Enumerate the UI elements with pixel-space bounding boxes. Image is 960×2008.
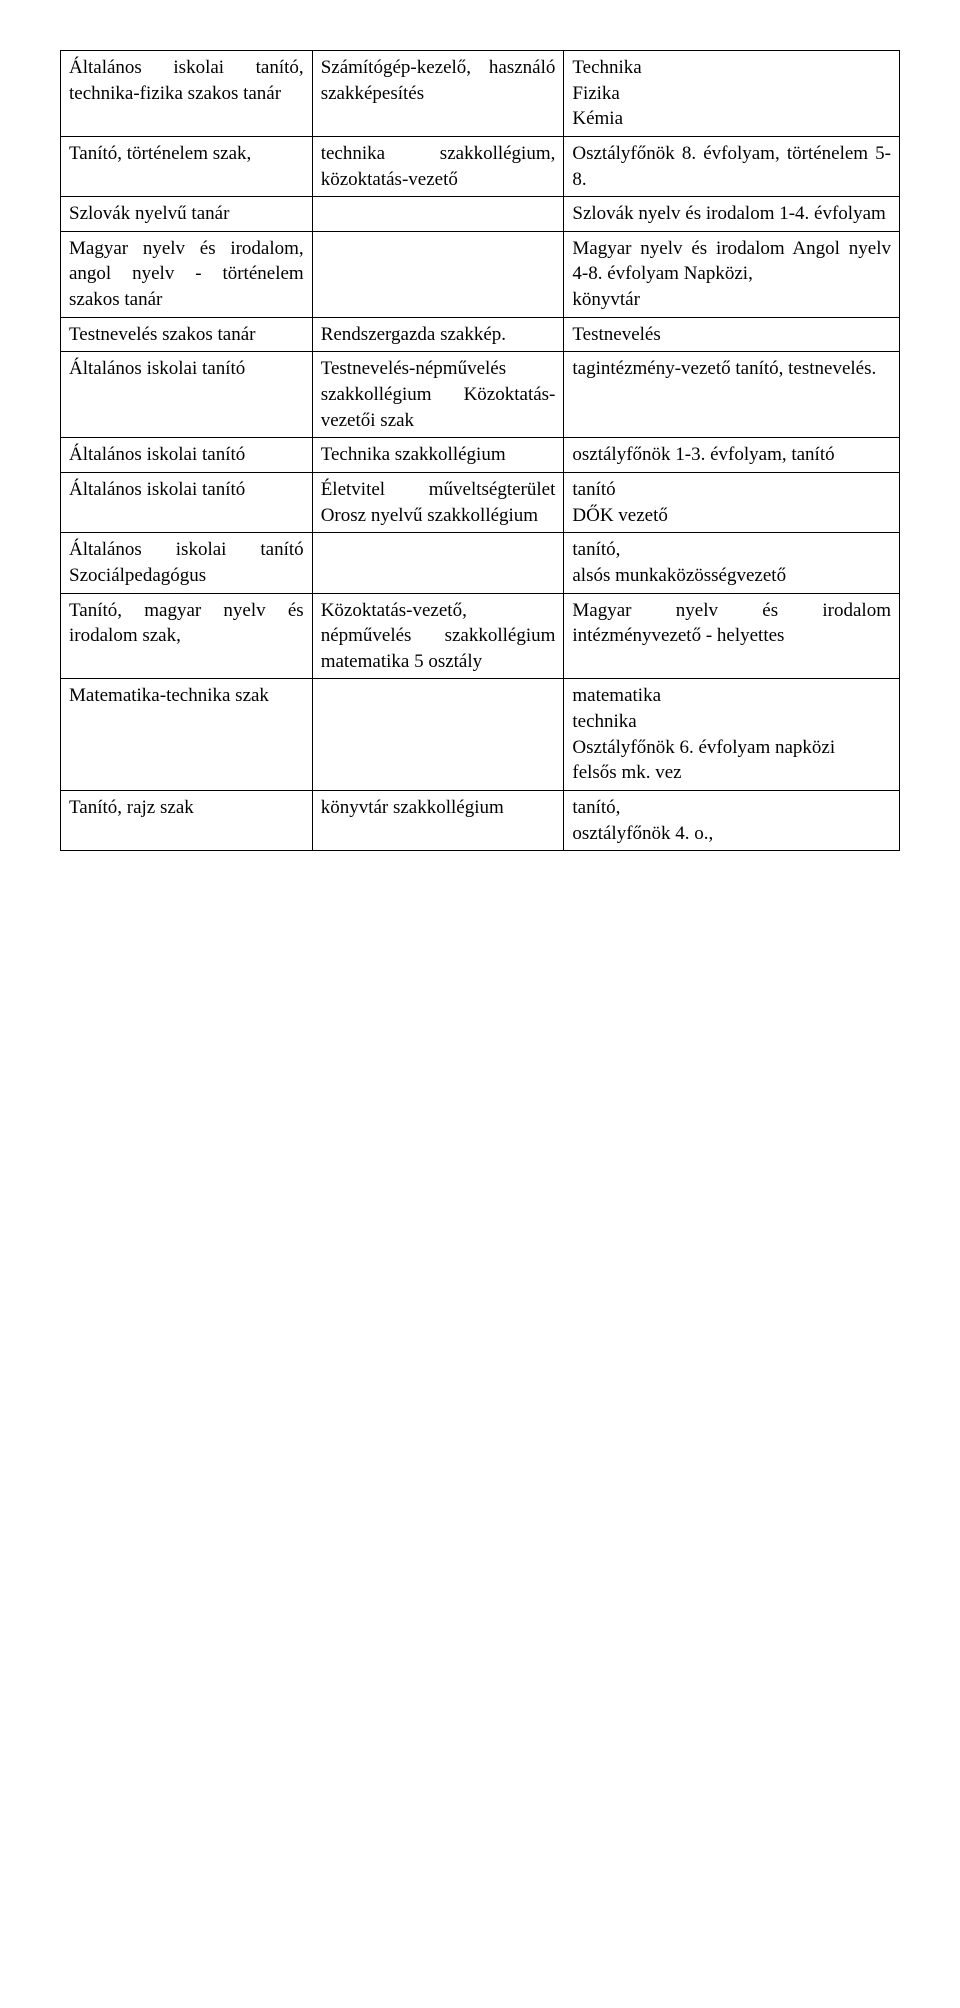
table-cell: Testnevelés <box>564 317 900 352</box>
table-cell: Általános iskolai tanító Szociálpedagógu… <box>61 533 313 593</box>
table-cell: Számítógép-kezelő, használó szakképesíté… <box>312 51 564 137</box>
table-cell: tanító,alsós munkaközösségvezető <box>564 533 900 593</box>
table-row: Testnevelés szakos tanárRendszergazda sz… <box>61 317 900 352</box>
table-cell: Általános iskolai tanító <box>61 352 313 438</box>
table-cell: Általános iskolai tanító <box>61 438 313 473</box>
table-cell: Osztályfőnök 8. évfolyam, történelem 5-8… <box>564 136 900 196</box>
table-cell: Tanító, történelem szak, <box>61 136 313 196</box>
table-cell: Tanító, rajz szak <box>61 791 313 851</box>
table-cell: Tanító, magyar nyelv és irodalom szak, <box>61 593 313 679</box>
table-row: Magyar nyelv és irodalom, angol nyelv - … <box>61 231 900 317</box>
table-cell: Általános iskolai tanító, technika-fizik… <box>61 51 313 137</box>
table-cell: Szlovák nyelv és irodalom 1-4. évfolyam <box>564 197 900 232</box>
table-cell: tanító,osztályfőnök 4. o., <box>564 791 900 851</box>
table-cell <box>312 197 564 232</box>
table-row: Matematika-technika szak matematikatechni… <box>61 679 900 791</box>
table-cell <box>312 679 564 791</box>
table-row: Általános iskolai tanító Szociálpedagógu… <box>61 533 900 593</box>
table-cell: Rendszergazda szakkép. <box>312 317 564 352</box>
table-cell <box>312 231 564 317</box>
table-row: Általános iskolai tanító, technika-fizik… <box>61 51 900 137</box>
table-cell: tagintézmény-vezető tanító, testnevelés. <box>564 352 900 438</box>
table-cell: TechnikaFizikaKémia <box>564 51 900 137</box>
table-row: Tanító, történelem szak,technika szakkol… <box>61 136 900 196</box>
table-cell: matematikatechnikaOsztályfőnök 6. évfoly… <box>564 679 900 791</box>
table-cell: Magyar nyelv és irodalom Angol nyelv 4-8… <box>564 231 900 317</box>
table-cell: könyvtár szakkollégium <box>312 791 564 851</box>
table-row: Általános iskolai tanítóTechnika szakkol… <box>61 438 900 473</box>
table-cell: Testnevelés-népművelés szakkollégium Köz… <box>312 352 564 438</box>
table-cell: tanítóDŐK vezető <box>564 472 900 532</box>
table-cell: Technika szakkollégium <box>312 438 564 473</box>
table-cell: osztályfőnök 1-3. évfolyam, tanító <box>564 438 900 473</box>
table-cell: Magyar nyelv és irodalom, angol nyelv - … <box>61 231 313 317</box>
table-row: Tanító, rajz szakkönyvtár szakkollégiumt… <box>61 791 900 851</box>
table-row: Tanító, magyar nyelv és irodalom szak,Kö… <box>61 593 900 679</box>
table-row: Általános iskolai tanítóTestnevelés-népm… <box>61 352 900 438</box>
table-cell: Szlovák nyelvű tanár <box>61 197 313 232</box>
table-cell: Magyar nyelv és irodalom intézményvezető… <box>564 593 900 679</box>
table-cell: technika szakkollégium, közoktatás-vezet… <box>312 136 564 196</box>
table-cell: Testnevelés szakos tanár <box>61 317 313 352</box>
table-row: Általános iskolai tanítóÉletvitel művelt… <box>61 472 900 532</box>
table-row: Szlovák nyelvű tanár Szlovák nyelv és iro… <box>61 197 900 232</box>
qualifications-table: Általános iskolai tanító, technika-fizik… <box>60 50 900 851</box>
table-cell: Közoktatás-vezető, népművelés szakkollég… <box>312 593 564 679</box>
table-cell: Életvitel műveltségterület Orosz nyelvű … <box>312 472 564 532</box>
table-cell: Matematika-technika szak <box>61 679 313 791</box>
table-cell: Általános iskolai tanító <box>61 472 313 532</box>
table-cell <box>312 533 564 593</box>
